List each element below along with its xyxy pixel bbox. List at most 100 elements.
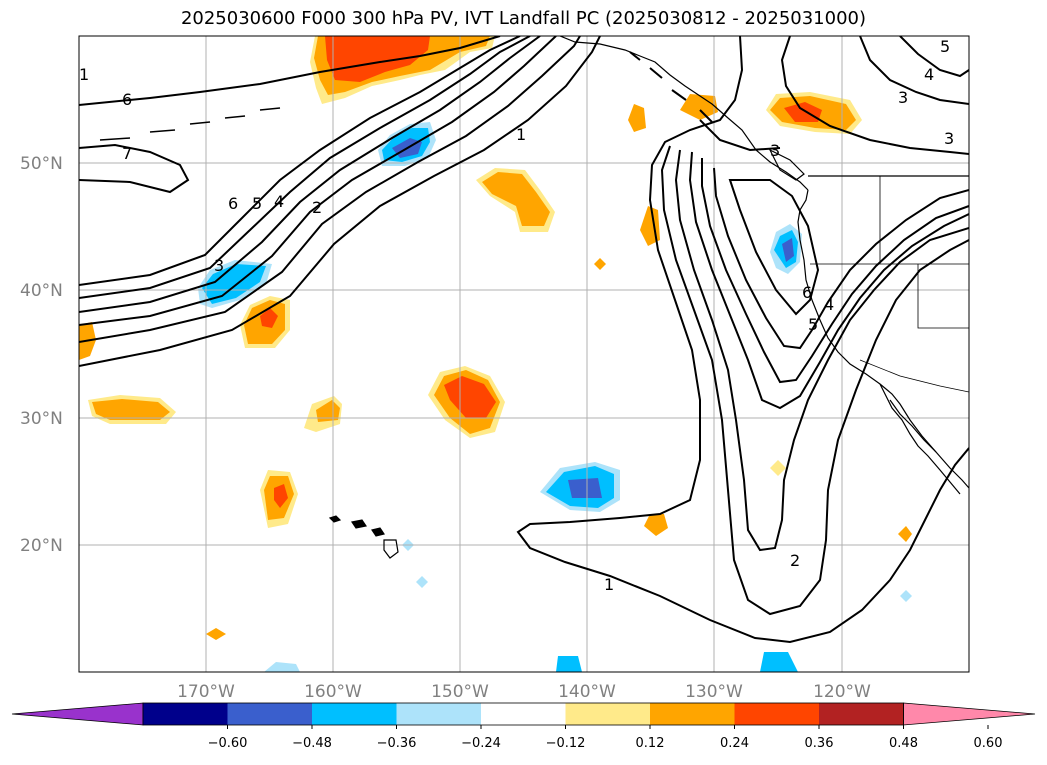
contour-1-east [516, 36, 969, 644]
pv-patch-orange-1-dark [260, 308, 278, 328]
contour-label: 3 [214, 256, 224, 275]
contour-label: 5 [808, 315, 818, 334]
contour-label: 2 [652, 11, 662, 30]
coastlines [99, 36, 969, 559]
contour-3 [79, 36, 557, 326]
pv-patch-nw-top-dark [325, 36, 430, 82]
contour-label: 7 [122, 144, 132, 163]
pv-patch-orange-7-mid [482, 172, 550, 226]
contour-label: 6 [122, 90, 132, 109]
vancouver-island [768, 148, 805, 181]
pv-patch-blue-7 [264, 662, 300, 672]
contour-label: 6 [228, 194, 238, 213]
pv-patch-orange-10 [680, 94, 718, 120]
contour-2-ne [859, 36, 969, 105]
lon-label: 130°W [685, 682, 743, 702]
mexico-border [859, 359, 969, 393]
lat-label: 30°N [20, 409, 63, 429]
pv-patch-small-3 [898, 526, 912, 542]
colorbar-tick-label: 0.24 [720, 736, 749, 751]
pv-patch-small-4 [770, 460, 786, 476]
colorbar-tick-label: 0.36 [805, 736, 834, 751]
contour-label: 3 [770, 141, 780, 160]
contour-6-east [713, 167, 969, 350]
colorbar: −0.60 −0.48 −0.36 −0.24 −0.12 0.12 0.24 0.36 0.4… [11, 702, 1036, 751]
contour-5-east [701, 158, 969, 384]
colorbar-segment [650, 703, 735, 725]
coastline-alaska [559, 36, 809, 191]
lon-label: 120°W [813, 682, 871, 702]
baja-peninsula [879, 383, 961, 495]
contour-2-east [660, 145, 969, 616]
colorbar-segment [227, 703, 313, 725]
map-background [79, 36, 969, 672]
contour-2-inner [728, 179, 820, 316]
contour-3-east [674, 149, 969, 552]
pv-patch-blue-6 [760, 652, 798, 672]
contour-6 [79, 36, 521, 286]
contour-3-top [699, 119, 781, 152]
lon-label: 170°W [177, 682, 235, 702]
grid-lines [79, 36, 969, 672]
colorbar-extend-max [903, 702, 1036, 726]
contour-label: 1 [516, 125, 526, 144]
pv-patch-small-7 [900, 590, 912, 602]
map-title: 2025030600 F000 300 hPa PV, IVT Landfall… [180, 8, 867, 29]
colorbar-tick-label: 0.12 [636, 736, 665, 751]
contour-7 [79, 143, 190, 194]
pv-anomaly-fills [79, 36, 912, 672]
pv-patch-orange-11-dark [784, 102, 822, 122]
pv-patch-blue-4-dark [782, 238, 794, 262]
colorbar-segment [312, 703, 397, 725]
colorbar-segment [819, 703, 904, 725]
contour-2-west [79, 36, 581, 343]
lon-label: 140°W [558, 682, 616, 702]
pv-patch-blue-3-dark [568, 478, 602, 498]
hawaii-island-2 [351, 519, 367, 529]
contour-label: 5 [252, 194, 262, 213]
contour-label: 6 [802, 283, 812, 302]
colorbar-tick-label: −0.24 [461, 736, 501, 751]
colorbar-segment [143, 703, 228, 725]
lat-labels: 50°N 40°N 30°N 20°N [20, 154, 63, 556]
contour-label: 3 [898, 88, 908, 107]
contour-4-east [688, 151, 969, 410]
pv-patch-orange-12 [644, 514, 668, 536]
colorbar-segment [734, 703, 820, 725]
ivt-contours [79, 36, 969, 644]
hawaii-island-4 [383, 539, 399, 559]
coastline-bc-west [797, 189, 969, 489]
colorbar-tick-label: 0.48 [889, 736, 918, 751]
contour-5 [79, 36, 531, 299]
lon-label: 160°W [304, 682, 362, 702]
contour-label: 1 [79, 65, 89, 84]
contour-1 [79, 36, 601, 367]
colorbar-tick-label: −0.12 [546, 736, 586, 751]
pv-patch-orange-9 [628, 104, 646, 132]
contour-label: 5 [940, 37, 950, 56]
colorbar-segment [481, 703, 566, 725]
pv-patch-orange-3-mid [92, 399, 170, 420]
hawaii-island-3 [371, 527, 385, 537]
lon-labels: 170°W 160°W 150°W 140°W 130°W 120°W [177, 682, 871, 702]
contour-label: 1 [604, 575, 614, 594]
map-frame [78, 35, 970, 673]
pv-patch-small-1 [206, 628, 226, 640]
colorbar-segment [565, 703, 651, 725]
colorbar-outline [142, 702, 904, 726]
contour-label: 4 [924, 65, 934, 84]
colorbar-extend-min [11, 702, 144, 726]
contour-label: 4 [274, 192, 284, 211]
contour-6-top [79, 36, 501, 106]
contour-4 [79, 36, 541, 313]
contour-3-ne [780, 36, 969, 155]
colorbar-tick-label: −0.60 [208, 736, 248, 751]
alaska-panhandle-islands [629, 51, 713, 123]
contour-label: 4 [824, 295, 834, 314]
colorbar-segment [396, 703, 482, 725]
contour-4-ne [899, 36, 969, 78]
hawaii-island-1 [328, 515, 342, 523]
aleutian-islands [99, 107, 281, 141]
lat-label: 50°N [20, 154, 63, 174]
